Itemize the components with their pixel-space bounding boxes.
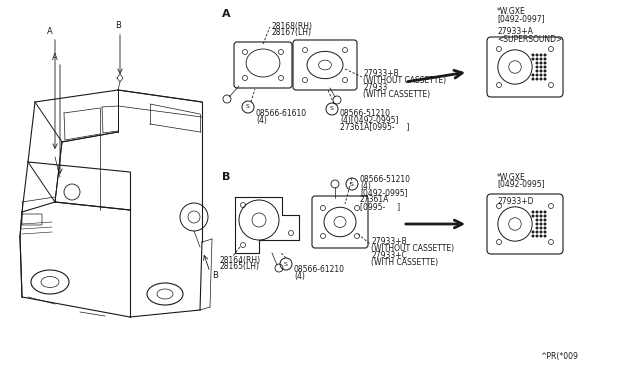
Text: B: B — [212, 272, 218, 280]
Circle shape — [540, 78, 542, 80]
Text: *W.GXE: *W.GXE — [497, 7, 525, 16]
Circle shape — [532, 54, 534, 56]
Circle shape — [544, 235, 547, 237]
Circle shape — [536, 74, 538, 76]
Text: (WITHOUT CASSETTE): (WITHOUT CASSETTE) — [371, 244, 454, 253]
Text: S: S — [284, 262, 288, 266]
Text: ^PR(*009: ^PR(*009 — [540, 353, 578, 362]
Circle shape — [536, 211, 538, 213]
Text: [0492-0995]: [0492-0995] — [497, 180, 545, 189]
Text: A: A — [52, 52, 58, 61]
Text: (4)[0492-0995]: (4)[0492-0995] — [340, 115, 399, 125]
Text: [0492-0995]: [0492-0995] — [360, 189, 408, 198]
Circle shape — [536, 223, 538, 225]
Text: S: S — [350, 182, 354, 186]
Circle shape — [540, 66, 542, 68]
Circle shape — [540, 62, 542, 64]
Circle shape — [536, 227, 538, 229]
Text: *W.GXE: *W.GXE — [497, 173, 525, 182]
Text: 28165(LH): 28165(LH) — [220, 263, 260, 272]
Circle shape — [544, 70, 547, 72]
Text: (4): (4) — [360, 182, 371, 190]
Text: 28168(RH): 28168(RH) — [271, 22, 312, 31]
Circle shape — [532, 74, 534, 76]
Text: 28164(RH): 28164(RH) — [220, 256, 261, 264]
Circle shape — [536, 78, 538, 80]
Circle shape — [532, 211, 534, 213]
Text: 27933+C: 27933+C — [371, 251, 407, 260]
Circle shape — [536, 235, 538, 237]
Circle shape — [532, 231, 534, 233]
Circle shape — [540, 235, 542, 237]
Text: (WITHOUT CASSETTE): (WITHOUT CASSETTE) — [363, 77, 446, 86]
Text: 08566-61610: 08566-61610 — [256, 109, 307, 118]
Text: 27933+D: 27933+D — [497, 196, 534, 205]
Circle shape — [532, 235, 534, 237]
Circle shape — [536, 66, 538, 68]
Text: [0492-0997]: [0492-0997] — [497, 15, 545, 23]
Text: 27361A: 27361A — [360, 196, 389, 205]
Text: 27933+B: 27933+B — [371, 237, 407, 247]
Circle shape — [532, 78, 534, 80]
Text: S: S — [330, 106, 334, 112]
Circle shape — [544, 231, 547, 233]
Circle shape — [536, 219, 538, 221]
Circle shape — [540, 58, 542, 60]
Text: A: A — [222, 9, 230, 19]
Circle shape — [544, 219, 547, 221]
Circle shape — [544, 78, 547, 80]
Circle shape — [532, 58, 534, 60]
Circle shape — [540, 54, 542, 56]
Circle shape — [544, 223, 547, 225]
Text: (4): (4) — [256, 115, 267, 125]
Text: 27933: 27933 — [363, 83, 387, 93]
Circle shape — [536, 70, 538, 72]
Text: 08566-51210: 08566-51210 — [340, 109, 391, 118]
Circle shape — [536, 62, 538, 64]
Text: A: A — [47, 28, 53, 36]
Text: S: S — [246, 105, 250, 109]
Circle shape — [540, 70, 542, 72]
Circle shape — [540, 227, 542, 229]
Circle shape — [536, 215, 538, 217]
Circle shape — [540, 74, 542, 76]
Circle shape — [544, 227, 547, 229]
Circle shape — [540, 219, 542, 221]
Text: 28167(LH): 28167(LH) — [271, 29, 311, 38]
Text: 27933+A: 27933+A — [497, 28, 533, 36]
Circle shape — [536, 231, 538, 233]
Text: [0995-     ]: [0995- ] — [360, 202, 400, 212]
Text: (WITH CASSETTE): (WITH CASSETTE) — [363, 90, 430, 99]
Circle shape — [536, 58, 538, 60]
Circle shape — [544, 74, 547, 76]
Circle shape — [544, 54, 547, 56]
Text: 08566-61210: 08566-61210 — [294, 264, 345, 273]
Text: 08566-51210: 08566-51210 — [360, 174, 411, 183]
Circle shape — [544, 58, 547, 60]
Circle shape — [540, 215, 542, 217]
Circle shape — [544, 66, 547, 68]
Circle shape — [544, 62, 547, 64]
Circle shape — [540, 231, 542, 233]
Circle shape — [540, 211, 542, 213]
Text: <SUPERSOUND>: <SUPERSOUND> — [497, 35, 563, 44]
Text: B: B — [222, 172, 230, 182]
Circle shape — [540, 223, 542, 225]
Circle shape — [532, 215, 534, 217]
Circle shape — [544, 211, 547, 213]
Text: 27361A[0995-     ]: 27361A[0995- ] — [340, 122, 410, 131]
Text: (4): (4) — [294, 272, 305, 280]
Text: 27933+B: 27933+B — [363, 70, 399, 78]
Text: B: B — [115, 22, 121, 31]
Circle shape — [544, 215, 547, 217]
Text: (WITH CASSETTE): (WITH CASSETTE) — [371, 259, 438, 267]
Circle shape — [536, 54, 538, 56]
